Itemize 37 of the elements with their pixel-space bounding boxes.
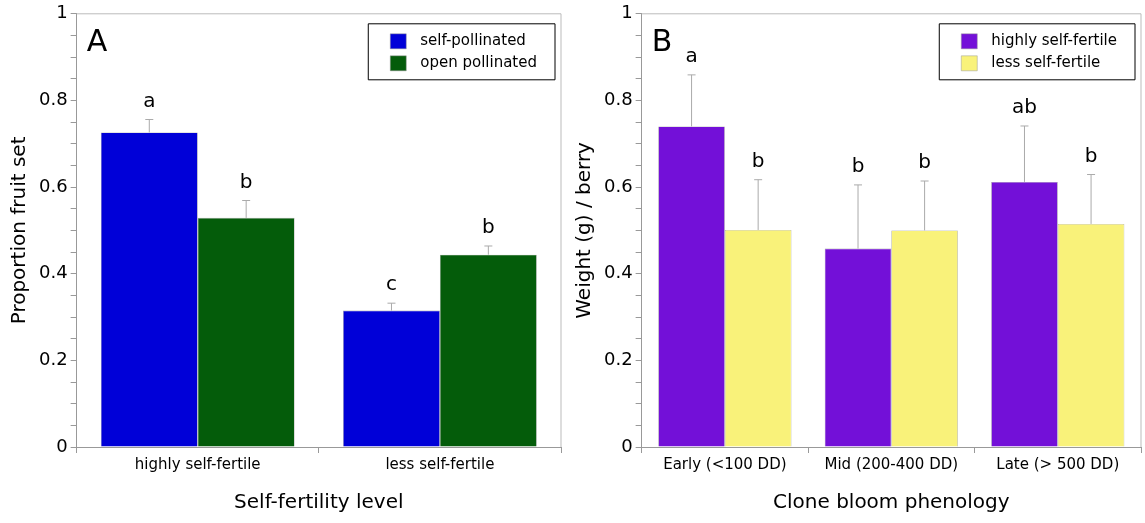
- annotation: a: [685, 43, 698, 68]
- legend-label: highly self-fertile: [991, 30, 1118, 49]
- y-tick-label: 0.4: [38, 261, 68, 283]
- annotation: b: [1084, 142, 1098, 167]
- legend-label: less self-fertile: [991, 52, 1101, 71]
- y-axis-title: Proportion fruit set: [6, 136, 31, 325]
- y-tick-label: 0.6: [603, 174, 633, 196]
- y-tick-label: 1: [621, 1, 633, 23]
- y-tick-label: 0.8: [38, 88, 68, 110]
- y-tick-label: 0.8: [603, 88, 633, 110]
- annotation: b: [239, 168, 253, 193]
- y-tick-label: 0.2: [38, 348, 68, 370]
- y-tick-label: 1: [56, 1, 68, 23]
- annotation: b: [481, 214, 495, 239]
- x-tick-label: Late (> 500 DD): [996, 454, 1120, 473]
- annotation: b: [918, 149, 931, 174]
- annotation: a: [143, 87, 156, 112]
- y-tick-label: 0: [621, 434, 633, 456]
- y-tick-label: 0: [56, 434, 68, 456]
- annotation: c: [385, 271, 397, 296]
- annotation: b: [851, 153, 865, 178]
- x-axis-title: Self-fertility level: [234, 489, 404, 514]
- y-tick-label: 0.6: [38, 174, 68, 196]
- y-axis-title: Weight (g) / berry: [571, 141, 596, 319]
- annotation: ab: [1012, 94, 1037, 119]
- chart-title: A: [86, 22, 108, 58]
- y-tick-label: 0.2: [603, 348, 633, 370]
- x-tick-label: less self-fertile: [385, 454, 495, 473]
- annotation: b: [751, 147, 765, 172]
- y-tick-label: 0.4: [603, 261, 633, 283]
- x-tick-label: highly self-fertile: [134, 454, 261, 473]
- legend-label: self-pollinated: [420, 30, 526, 49]
- legend-label: open pollinated: [420, 52, 537, 71]
- x-tick-label: Mid (200-400 DD): [824, 454, 959, 473]
- x-axis-title: Clone bloom phenology: [773, 489, 1010, 514]
- chart-title: B: [651, 22, 673, 58]
- x-tick-label: Early (<100 DD): [663, 454, 787, 473]
